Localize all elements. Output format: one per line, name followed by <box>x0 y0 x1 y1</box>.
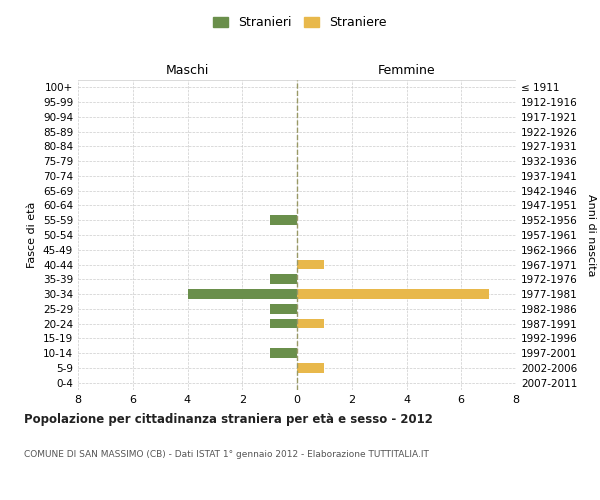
Text: Femmine: Femmine <box>377 64 436 77</box>
Bar <box>269 216 297 225</box>
Text: COMUNE DI SAN MASSIMO (CB) - Dati ISTAT 1° gennaio 2012 - Elaborazione TUTTITALI: COMUNE DI SAN MASSIMO (CB) - Dati ISTAT … <box>24 450 429 459</box>
Legend: Stranieri, Straniere: Stranieri, Straniere <box>208 11 392 34</box>
Bar <box>269 319 297 328</box>
Bar <box>297 260 325 270</box>
Bar <box>297 319 325 328</box>
Bar <box>297 289 488 299</box>
Text: Maschi: Maschi <box>166 64 209 77</box>
Bar <box>269 348 297 358</box>
Bar <box>269 304 297 314</box>
Text: Popolazione per cittadinanza straniera per età e sesso - 2012: Popolazione per cittadinanza straniera p… <box>24 412 433 426</box>
Bar <box>188 289 297 299</box>
Y-axis label: Anni di nascita: Anni di nascita <box>586 194 596 276</box>
Y-axis label: Fasce di età: Fasce di età <box>28 202 37 268</box>
Bar <box>269 274 297 284</box>
Bar <box>297 363 325 372</box>
